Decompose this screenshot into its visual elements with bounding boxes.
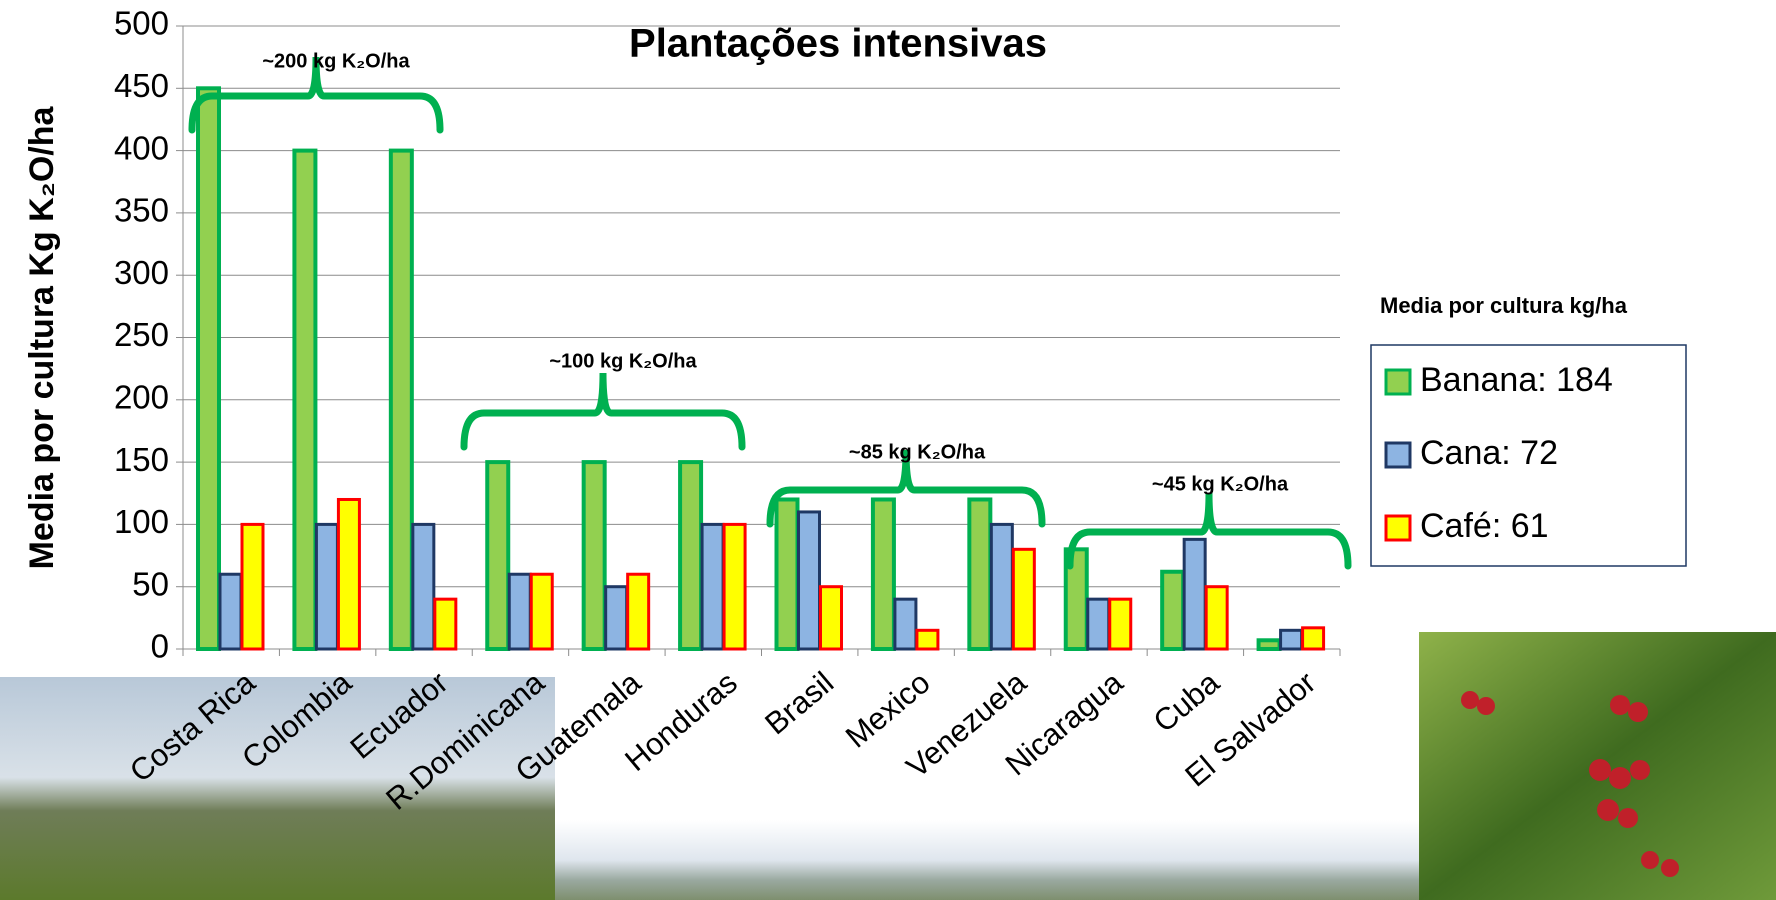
annotation: ~45 kg K₂O/ha [1152, 473, 1289, 495]
bar [915, 628, 940, 651]
legend-swatch [1384, 368, 1412, 396]
y-tick-label: 0 [151, 628, 169, 665]
y-tick-label: 250 [114, 316, 169, 353]
legend-box [1370, 344, 1687, 567]
bracket [1066, 492, 1352, 570]
legend-label: Banana: 184 [1420, 361, 1613, 399]
bar [314, 522, 339, 651]
bar [1160, 569, 1186, 651]
photos [0, 632, 1776, 900]
annotation: ~85 kg K₂O/ha [849, 441, 986, 463]
bar [1204, 585, 1229, 651]
x-tick-label: Cuba [1147, 664, 1227, 739]
bar [722, 522, 747, 651]
bar [604, 585, 629, 651]
legend-title: Media por cultura kg/ha [1380, 293, 1628, 318]
bar [1301, 626, 1326, 651]
bar [1108, 597, 1133, 651]
plot-area [176, 25, 1341, 656]
bar [529, 572, 554, 651]
legend-swatch [1384, 514, 1412, 542]
legend-label: Cana: 72 [1420, 434, 1558, 472]
bar [336, 497, 361, 651]
bar [626, 572, 651, 651]
y-tick-label: 500 [114, 5, 169, 42]
bar [411, 522, 436, 651]
y-axis-label: Media por cultura Kg K₂O/ha [23, 106, 61, 570]
bar [870, 497, 896, 652]
x-tick-label: Brasil [758, 665, 840, 742]
bar [581, 460, 607, 651]
y-tick-label: 350 [114, 192, 169, 229]
chart-title: Plantações intensivas [629, 22, 1047, 66]
landscape-photo [555, 820, 1419, 900]
y-tick-label: 50 [132, 565, 169, 602]
y-tick-label: 450 [114, 67, 169, 104]
bar [797, 510, 821, 651]
annotation: ~100 kg K₂O/ha [549, 350, 697, 372]
bar [893, 597, 918, 651]
bar [989, 522, 1014, 651]
bar [218, 572, 243, 651]
bar [507, 572, 532, 651]
coffee-berries [1461, 691, 1679, 877]
bar [292, 148, 318, 651]
bracket [460, 372, 746, 451]
bracket [766, 449, 1046, 528]
legend-label: Café: 61 [1420, 507, 1549, 545]
bar [240, 522, 265, 651]
y-tick-label: 200 [114, 379, 169, 416]
legend-swatch [1384, 441, 1412, 469]
y-tick-label: 150 [114, 441, 169, 478]
bar [388, 148, 414, 651]
y-tick-label: 100 [114, 503, 169, 540]
bar [774, 497, 800, 652]
bracket [188, 56, 444, 134]
bar [967, 497, 993, 652]
landscape-photo [0, 677, 555, 900]
bar [1279, 628, 1304, 651]
bar [433, 597, 458, 651]
bar [1086, 597, 1111, 651]
bar [819, 585, 843, 651]
annotation: ~200 kg K₂O/ha [262, 50, 410, 72]
bar [196, 86, 221, 652]
bar [700, 522, 725, 651]
bar [485, 460, 511, 651]
y-tick-label: 300 [114, 254, 169, 291]
bar [1256, 638, 1282, 652]
bar [1011, 547, 1036, 651]
y-tick-label: 400 [114, 129, 169, 166]
bar [678, 460, 704, 651]
bar [1182, 537, 1207, 651]
